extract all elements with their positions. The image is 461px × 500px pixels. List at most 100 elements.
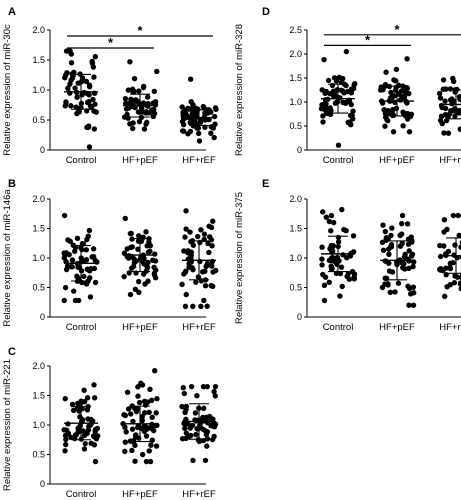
data-point: [90, 246, 97, 252]
panel-a: A Relative expression of miR-30c 0 0.5 1.0 1.…: [2, 6, 219, 166]
x-category-label: HF+pEF: [379, 322, 415, 333]
data-point: [452, 242, 458, 248]
data-point: [324, 110, 330, 117]
data-point: [146, 448, 152, 454]
data-point: [212, 393, 218, 399]
data-point: [400, 109, 406, 115]
data-point: [62, 284, 69, 291]
data-point: [183, 268, 189, 274]
data-point: [337, 293, 343, 299]
data-point: [331, 91, 338, 97]
data-point: [139, 413, 145, 420]
data-point: [405, 283, 411, 289]
data-point: [75, 425, 81, 431]
data-point: [385, 281, 391, 287]
y-tick-label: 1.5: [289, 224, 302, 234]
data-point: [152, 368, 158, 374]
data-point: [71, 288, 77, 294]
data-point: [185, 250, 191, 256]
data-point: [152, 251, 158, 257]
data-point: [69, 257, 76, 264]
x-category-label: HF+pEF: [122, 155, 158, 166]
data-point: [324, 105, 330, 112]
data-point: [194, 125, 200, 131]
y-axis-title: Relative expression of miR-146a: [2, 189, 13, 327]
data-point: [203, 431, 209, 438]
data-point: [193, 279, 199, 285]
data-point: [196, 438, 202, 445]
data-point: [136, 289, 142, 296]
y-tick-label: 0.5: [289, 283, 302, 293]
data-point: [183, 226, 189, 232]
y-tick-label: 1.5: [289, 73, 302, 83]
data-point: [121, 273, 127, 280]
data-point: [437, 253, 444, 260]
data-point: [143, 108, 149, 115]
data-point: [443, 271, 449, 278]
data-point: [386, 251, 392, 258]
group-hf-ref: HF+rEF: [436, 75, 461, 166]
x-category-label: Control: [66, 155, 97, 166]
data-point: [400, 123, 406, 129]
data-point: [447, 282, 454, 288]
data-point: [328, 258, 334, 264]
data-point: [399, 212, 406, 219]
data-point: [85, 123, 92, 129]
data-point: [318, 105, 325, 112]
group-hf-pef: HF+pEF: [120, 368, 160, 500]
data-point: [123, 429, 129, 435]
data-point: [149, 437, 155, 443]
data-point: [351, 271, 358, 277]
data-point: [134, 406, 141, 412]
data-point: [337, 270, 344, 277]
data-point: [90, 96, 96, 103]
significance-star: *: [137, 23, 143, 38]
group-hf-pef: HF+pEF: [377, 56, 415, 166]
data-point: [128, 411, 134, 417]
data-point: [336, 74, 342, 81]
y-tick-label: 2.0: [32, 361, 45, 371]
data-point: [149, 397, 155, 404]
data-point: [77, 414, 83, 420]
data-point: [87, 275, 93, 281]
panel-e: E Relative expression of miR-375 0 0.5 1.0 1.…: [234, 178, 461, 333]
data-point: [124, 111, 130, 118]
data-point: [328, 228, 334, 234]
data-point: [444, 226, 450, 233]
data-point: [149, 414, 155, 420]
data-point: [141, 410, 148, 416]
data-point: [79, 92, 85, 98]
data-point: [458, 286, 461, 292]
data-point: [62, 75, 68, 81]
data-point: [61, 250, 67, 256]
data-point: [187, 76, 194, 82]
panel-d: D Relative expression of miR-328 0 0.5 1.0 1.…: [234, 6, 461, 166]
data-point: [151, 110, 158, 117]
data-point: [397, 97, 404, 103]
data-point: [140, 83, 147, 90]
data-point: [61, 212, 68, 219]
data-point: [195, 274, 202, 280]
data-point: [186, 106, 192, 112]
data-point: [208, 130, 214, 136]
data-point: [406, 248, 412, 254]
data-point: [190, 457, 196, 464]
data-point: [129, 236, 135, 242]
data-point: [188, 432, 194, 439]
data-point: [197, 118, 203, 124]
data-point: [148, 442, 154, 448]
y-tick-label: 1.0: [289, 253, 302, 263]
data-point: [191, 118, 198, 124]
data-point: [86, 92, 92, 98]
data-point: [62, 103, 68, 109]
data-point: [63, 48, 70, 54]
data-point: [319, 244, 325, 250]
data-point: [442, 293, 448, 300]
data-point: [406, 302, 412, 308]
data-point: [81, 446, 88, 452]
data-point: [179, 403, 185, 410]
data-point: [397, 243, 404, 249]
data-point: [319, 256, 325, 262]
data-point: [350, 116, 356, 122]
data-point: [437, 95, 444, 101]
